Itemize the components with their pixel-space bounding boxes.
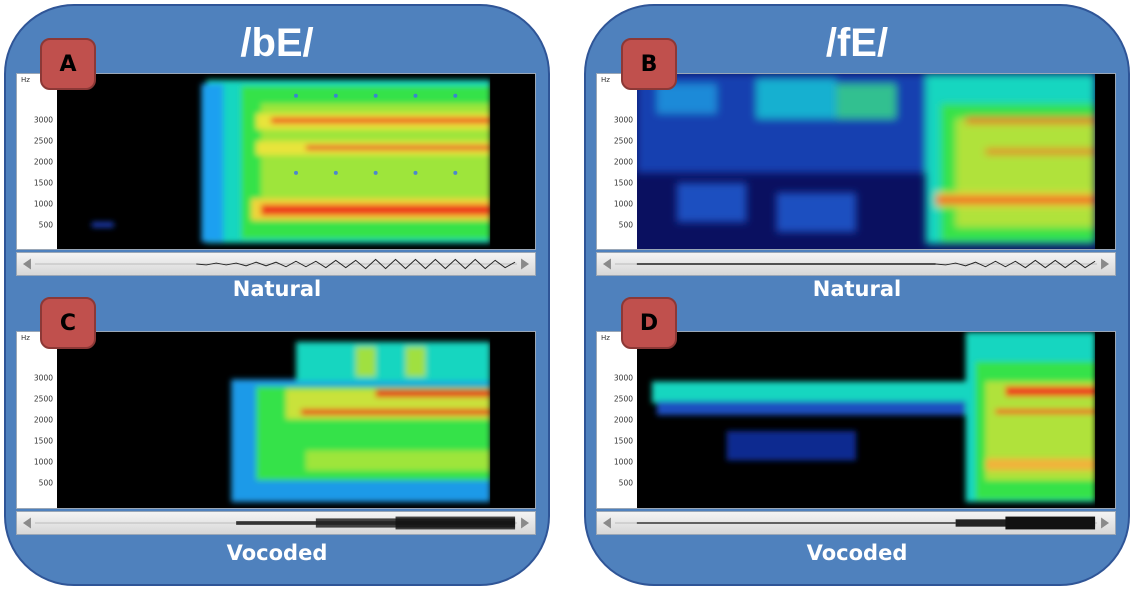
tick-1000: 1000 [613,457,633,467]
tick-1000: 1000 [613,199,633,209]
tick-3000: 3000 [33,373,53,383]
spectrogram-d: Hz 3000 2500 2000 1500 1000 500 [596,331,1116,509]
badge-d: D [621,297,677,349]
spectrogram-plot [637,74,1115,249]
spectrogram-c: Hz 3000 2500 2000 1500 1000 500 [16,331,536,509]
frequency-axis: Hz 3000 2500 2000 1500 1000 500 [597,332,637,508]
frequency-axis: Hz 3000 2500 2000 1500 1000 500 [597,74,637,249]
waveform-a[interactable] [16,252,536,276]
tick-3000: 3000 [613,115,633,125]
waveform-c[interactable] [16,511,536,535]
frequency-axis: Hz 3000 2500 2000 1500 1000 500 [17,332,57,508]
tick-2500: 2500 [33,394,53,404]
axis-unit: Hz [601,334,610,342]
badge-a: A [40,38,96,90]
axis-unit: Hz [601,76,610,84]
tick-2000: 2000 [33,415,53,425]
tick-3000: 3000 [613,373,633,383]
axis-unit: Hz [21,76,30,84]
tick-500: 500 [38,220,53,230]
panel-title-fe: /fE/ [825,21,889,65]
spectrogram-plot [637,332,1115,508]
caption-natural-be: Natural [232,277,322,301]
tick-1500: 1500 [613,178,633,188]
tick-2500: 2500 [613,394,633,404]
tick-2000: 2000 [613,415,633,425]
tick-500: 500 [38,478,53,488]
waveform-b[interactable] [596,252,1116,276]
caption-vocoded-be: Vocoded [226,541,328,565]
tick-1000: 1000 [33,457,53,467]
tick-1500: 1500 [33,178,53,188]
tick-3000: 3000 [33,115,53,125]
tick-500: 500 [618,478,633,488]
badge-b: B [621,38,677,90]
spectrogram-plot [57,332,535,508]
tick-1500: 1500 [613,436,633,446]
spectrogram-b: Hz 3000 2500 2000 1500 1000 500 [596,73,1116,250]
tick-2500: 2500 [613,136,633,146]
caption-vocoded-fe: Vocoded [806,541,908,565]
waveform-d[interactable] [596,511,1116,535]
panel-fe: /fE/ Hz 3000 2500 2000 1500 1000 500 [584,4,1130,586]
tick-2000: 2000 [33,157,53,167]
tick-2500: 2500 [33,136,53,146]
axis-unit: Hz [21,334,30,342]
tick-500: 500 [618,220,633,230]
tick-1000: 1000 [33,199,53,209]
tick-2000: 2000 [613,157,633,167]
panel-title-be: /bE/ [240,21,314,65]
frequency-axis: Hz 3000 2500 2000 1500 1000 500 [17,74,57,249]
spectrogram-a: Hz 3000 2500 2000 1500 1000 500 [16,73,536,250]
caption-natural-fe: Natural [812,277,902,301]
tick-1500: 1500 [33,436,53,446]
panel-be: /bE/ Hz 3000 2500 2000 1500 1000 500 [4,4,550,586]
badge-c: C [40,297,96,349]
spectrogram-plot [57,74,535,249]
